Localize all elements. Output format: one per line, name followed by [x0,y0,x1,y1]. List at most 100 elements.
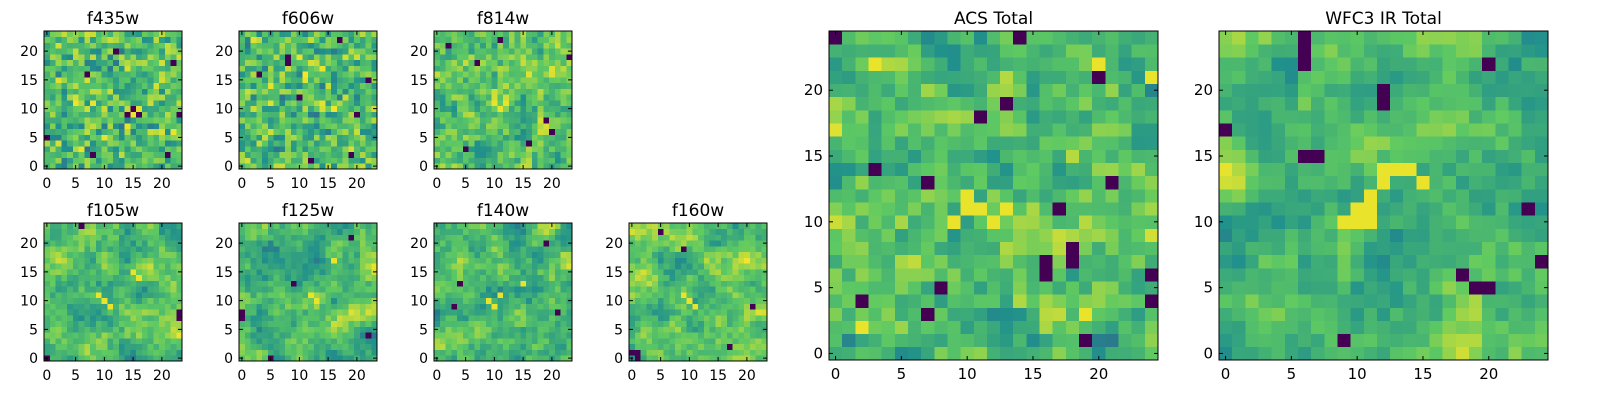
heatmap-cell [113,274,120,281]
heatmap-cell [359,240,366,247]
heatmap-cell [721,234,728,241]
heatmap-cell [829,228,843,242]
heatmap-cell [960,162,975,177]
heatmap-cell [256,338,263,345]
heatmap-cell [256,77,263,84]
heatmap-cell [141,82,148,89]
heatmap-cell [67,292,74,299]
heatmap-cell [698,246,705,253]
heatmap-cell [566,234,573,241]
heatmap-cell [1013,202,1027,216]
heatmap-cell [698,332,705,339]
heatmap-cell [520,105,527,112]
heatmap-cell [445,332,452,339]
heatmap-cell [709,223,716,230]
heatmap-cell [250,251,257,258]
heatmap-cell [480,105,487,112]
heatmap-cell [325,292,332,299]
heatmap-cell [634,223,641,230]
heatmap-cell [319,146,326,153]
heatmap-cell [250,65,257,72]
heatmap-cell [451,157,458,164]
heatmap-cell [153,274,160,281]
heatmap-cell [1000,149,1014,163]
heatmap-cell [894,215,909,229]
heatmap-cell [371,257,378,264]
heatmap-cell [130,234,137,241]
heatmap-cell [1144,307,1159,321]
x-tick-label: 0 [237,176,246,192]
heatmap-cell [256,343,263,350]
heatmap-cell [348,71,355,78]
heatmap-cell [1324,346,1338,361]
heatmap-cell [554,123,561,130]
heatmap-cell [921,202,935,216]
heatmap-cell [480,297,487,304]
heatmap-cell [434,71,441,78]
heatmap-cell [468,65,475,72]
heatmap-cell [308,111,315,118]
heatmap-cell [761,292,768,299]
heatmap-cell [147,123,154,130]
heatmap-cell [118,309,125,316]
heatmap-cell [84,42,91,49]
heatmap-cell [457,343,464,350]
heatmap-cell [348,65,355,72]
heatmap-cell [485,128,492,135]
heatmap-cell [118,123,125,130]
heatmap-cell [554,82,561,89]
panel-title: f160w [672,201,724,221]
heatmap-cell [331,123,338,130]
heatmap-cell [239,320,246,327]
heatmap-cell [549,48,556,55]
heatmap-cell [124,94,131,101]
y-tick-label: 10 [20,294,38,310]
heatmap-cell [698,320,705,327]
heatmap-cell [290,280,297,287]
heatmap-cell [503,349,510,356]
heatmap-cell [732,303,739,310]
heatmap-cell [308,88,315,95]
heatmap-cell [531,77,538,84]
heatmap-cell [176,303,183,310]
heatmap-cell [554,134,561,141]
heatmap-cell [67,77,74,84]
heatmap-cell [325,146,332,153]
heatmap-cell [1131,320,1146,335]
heatmap-cell [468,117,475,124]
heatmap-cell [549,151,556,158]
heatmap-cell [141,128,148,135]
heatmap-cell [118,65,125,72]
heatmap-cell [640,234,647,241]
heatmap-cell [302,71,309,78]
heatmap-cell [503,303,510,310]
heatmap-cell [164,71,171,78]
heatmap-cell [130,320,137,327]
heatmap-cell [273,269,280,276]
heatmap-cell [55,117,62,124]
heatmap-cell [514,71,521,78]
heatmap-cell [136,94,143,101]
heatmap-cell [159,100,166,107]
heatmap-cell [566,303,573,310]
heatmap-cell [986,123,1001,137]
heatmap-cell [101,315,108,322]
heatmap-cell [680,315,687,322]
heatmap-cell [1079,57,1093,71]
heatmap-cell [319,140,326,147]
heatmap-cell [508,355,515,362]
heatmap-cell [170,303,177,310]
heatmap-cell [485,292,492,299]
heatmap-cell [342,157,349,164]
heatmap-cell [256,42,263,49]
heatmap-cell [451,128,458,135]
heatmap-cell [90,355,97,362]
heatmap-cell [474,146,481,153]
heatmap-cell [726,292,733,299]
heatmap-cell [285,343,292,350]
heatmap-cell [95,140,102,147]
heatmap-cell [130,48,137,55]
heatmap-cell [44,228,51,235]
heatmap-cell [78,77,85,84]
